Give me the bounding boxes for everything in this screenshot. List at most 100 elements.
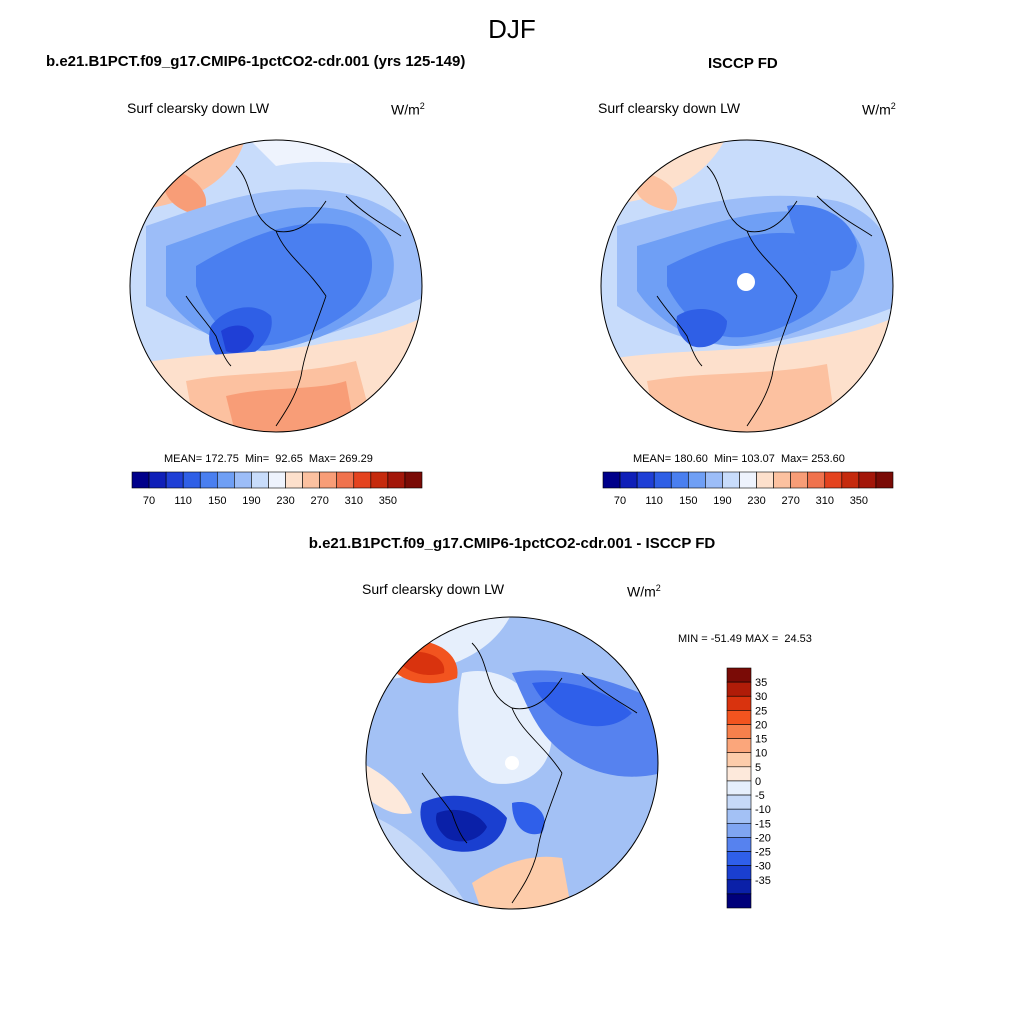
obs-colorbar-box: [875, 471, 894, 489]
obs-colorbar-box: [807, 471, 826, 489]
obs-map-border: [600, 139, 894, 433]
obs-colorbar: 70 110 150 190 230 270 310 350: [602, 471, 894, 507]
diff-colorbar: 35 30 25 20 15 10 5 0 -5 -10 -15 -20 -25 -30 -35: [726, 667, 771, 909]
model-colorbar-box: [319, 471, 338, 489]
diff-colorbar-tick-label: -35: [755, 875, 771, 887]
diff-variable-label: Surf clearsky down LW: [362, 581, 505, 597]
obs-colorbar-tick-label: 110: [645, 495, 663, 507]
diff-coastlines: [421, 642, 638, 904]
obs-colorbar-tick-label: 310: [816, 495, 834, 507]
obs-coastlines: [656, 165, 873, 427]
diff-colorbar-box: [726, 780, 752, 796]
diff-colorbar-box: [726, 837, 752, 852]
obs-colorbar-tick-label: 190: [713, 495, 731, 507]
diff-colorbar-tick-label: 25: [755, 705, 767, 717]
obs-colorbar-box: [619, 471, 638, 489]
model-colorbar-box: [268, 471, 286, 489]
diff-colorbar-tick-label: -25: [755, 847, 771, 859]
model-colorbar-tick-label: 110: [174, 495, 192, 507]
diff-map-border: [365, 616, 659, 910]
model-colorbar-tick-label: 190: [242, 495, 260, 507]
diff-cold-core-siberia: [532, 682, 632, 727]
diff-colorbar-tick-label: -15: [755, 818, 771, 830]
diff-colorbar-box: [726, 808, 752, 824]
model-colorbar-tick-label: 310: [345, 495, 363, 507]
diff-colorbar-box: [726, 893, 752, 909]
diff-cold-core-greenland: [436, 809, 487, 842]
obs-colorbar-tick-label: 270: [781, 495, 799, 507]
diff-stats: MIN = -51.49 MAX = 24.53: [678, 633, 812, 645]
obs-colorbar-box: [653, 471, 672, 489]
diff-colorbar-box: [726, 710, 752, 725]
model-colorbar-box: [404, 471, 423, 489]
obs-units-label: W/m2: [862, 101, 896, 118]
obs-colorbar-box: [841, 471, 860, 489]
obs-colorbar-box: [602, 471, 621, 489]
model-colorbar-box: [353, 471, 372, 489]
model-colorbar-tick-label: 230: [276, 495, 294, 507]
diff-panel-title: b.e21.B1PCT.f09_g17.CMIP6-1pctCO2-cdr.00…: [308, 535, 716, 552]
diff-colorbar-box: [726, 879, 752, 895]
diff-warm-core-ne: [402, 651, 445, 676]
diff-colorbar-tick-label: -30: [755, 861, 771, 873]
obs-panel-title: ISCCP FD: [708, 55, 778, 72]
model-colorbar-box: [199, 471, 218, 489]
obs-colorbar-box: [687, 471, 706, 489]
model-colorbar-tick-label: 350: [379, 495, 397, 507]
diff-cold-norway: [512, 802, 545, 835]
obs-colorbar-box: [858, 471, 877, 489]
diff-colorbar-box: [726, 851, 752, 866]
model-colorbar-box: [165, 471, 184, 489]
obs-colorbar-box: [824, 471, 843, 489]
diff-polar-map: [365, 616, 659, 910]
model-colorbar: 70 110 150 190 230 270 310 350: [131, 471, 423, 507]
diff-colorbar-box: [726, 667, 752, 683]
diff-warm-south: [472, 856, 572, 909]
obs-polar-map: [600, 139, 894, 433]
diff-colorbar-tick-label: 0: [755, 776, 761, 788]
obs-colorbar-tick-label: 350: [850, 495, 868, 507]
diff-colorbar-tick-label: 35: [755, 677, 767, 689]
model-colorbar-tick-label: 150: [208, 495, 226, 507]
obs-colorbar-box: [636, 471, 655, 489]
obs-colorbar-box: [722, 471, 740, 489]
model-colorbar-box: [216, 471, 235, 489]
diff-neutral-west: [366, 763, 412, 814]
diff-colorbar-box: [726, 865, 752, 881]
diff-colorbar-tick-label: 30: [755, 691, 767, 703]
model-colorbar-box: [336, 471, 355, 489]
obs-colorbar-tick-label: 70: [614, 495, 626, 507]
obs-missing-pole: [737, 273, 755, 291]
diff-colorbar-box: [726, 681, 752, 697]
model-colorbar-box: [234, 471, 252, 489]
diff-colorbar-tick-label: -5: [755, 790, 765, 802]
model-colorbar-tick-label: 270: [310, 495, 328, 507]
model-colorbar-box: [285, 471, 303, 489]
diff-colorbar-tick-label: -10: [755, 804, 771, 816]
obs-variable-label: Surf clearsky down LW: [598, 100, 741, 116]
obs-siberia-low: [787, 205, 857, 271]
diff-colorbar-box: [726, 752, 752, 768]
model-colorbar-box: [131, 471, 150, 489]
model-panel-title: b.e21.B1PCT.f09_g17.CMIP6-1pctCO2-cdr.00…: [46, 53, 466, 70]
obs-stats: MEAN= 180.60 Min= 103.07 Max= 253.60: [633, 453, 845, 465]
model-colorbar-box: [302, 471, 320, 489]
obs-colorbar-box: [705, 471, 723, 489]
model-colorbar-box: [148, 471, 167, 489]
obs-colorbar-box: [670, 471, 689, 489]
model-polar-map: [129, 139, 423, 433]
model-colorbar-box: [182, 471, 201, 489]
diff-colorbar-tick-label: 20: [755, 719, 767, 731]
obs-colorbar-tick-label: 150: [679, 495, 697, 507]
obs-colorbar-box: [773, 471, 791, 489]
model-map-border: [129, 139, 423, 433]
model-colorbar-box: [251, 471, 269, 489]
model-colorbar-box: [370, 471, 389, 489]
obs-warm-atlantic: [647, 364, 837, 432]
diff-colorbar-box: [726, 766, 752, 782]
diff-missing-pole: [505, 756, 519, 770]
obs-colorbar-box: [756, 471, 774, 489]
diff-colorbar-tick-label: 10: [755, 748, 767, 760]
obs-colorbar-tick-label: 230: [747, 495, 765, 507]
diff-colorbar-tick-label: 15: [755, 734, 767, 746]
